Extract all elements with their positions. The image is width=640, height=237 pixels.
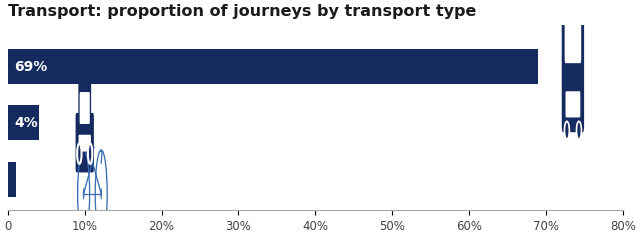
Bar	[8, 49, 538, 84]
FancyBboxPatch shape	[566, 91, 580, 118]
Ellipse shape	[88, 143, 92, 164]
Bar	[8, 162, 15, 197]
FancyBboxPatch shape	[76, 113, 94, 173]
FancyBboxPatch shape	[79, 92, 90, 124]
FancyBboxPatch shape	[562, 1, 584, 132]
Bar	[8, 105, 38, 140]
Text: 4%: 4%	[14, 116, 38, 130]
Ellipse shape	[577, 121, 581, 139]
Text: 69%: 69%	[14, 60, 47, 74]
FancyBboxPatch shape	[78, 77, 91, 134]
Ellipse shape	[77, 143, 81, 164]
FancyBboxPatch shape	[564, 15, 581, 63]
Circle shape	[83, 188, 84, 200]
Text: 1%: 1%	[14, 172, 38, 186]
Circle shape	[100, 188, 102, 200]
Text: Transport: proportion of journeys by transport type: Transport: proportion of journeys by tra…	[8, 4, 476, 19]
FancyBboxPatch shape	[79, 135, 91, 151]
Ellipse shape	[564, 121, 570, 139]
